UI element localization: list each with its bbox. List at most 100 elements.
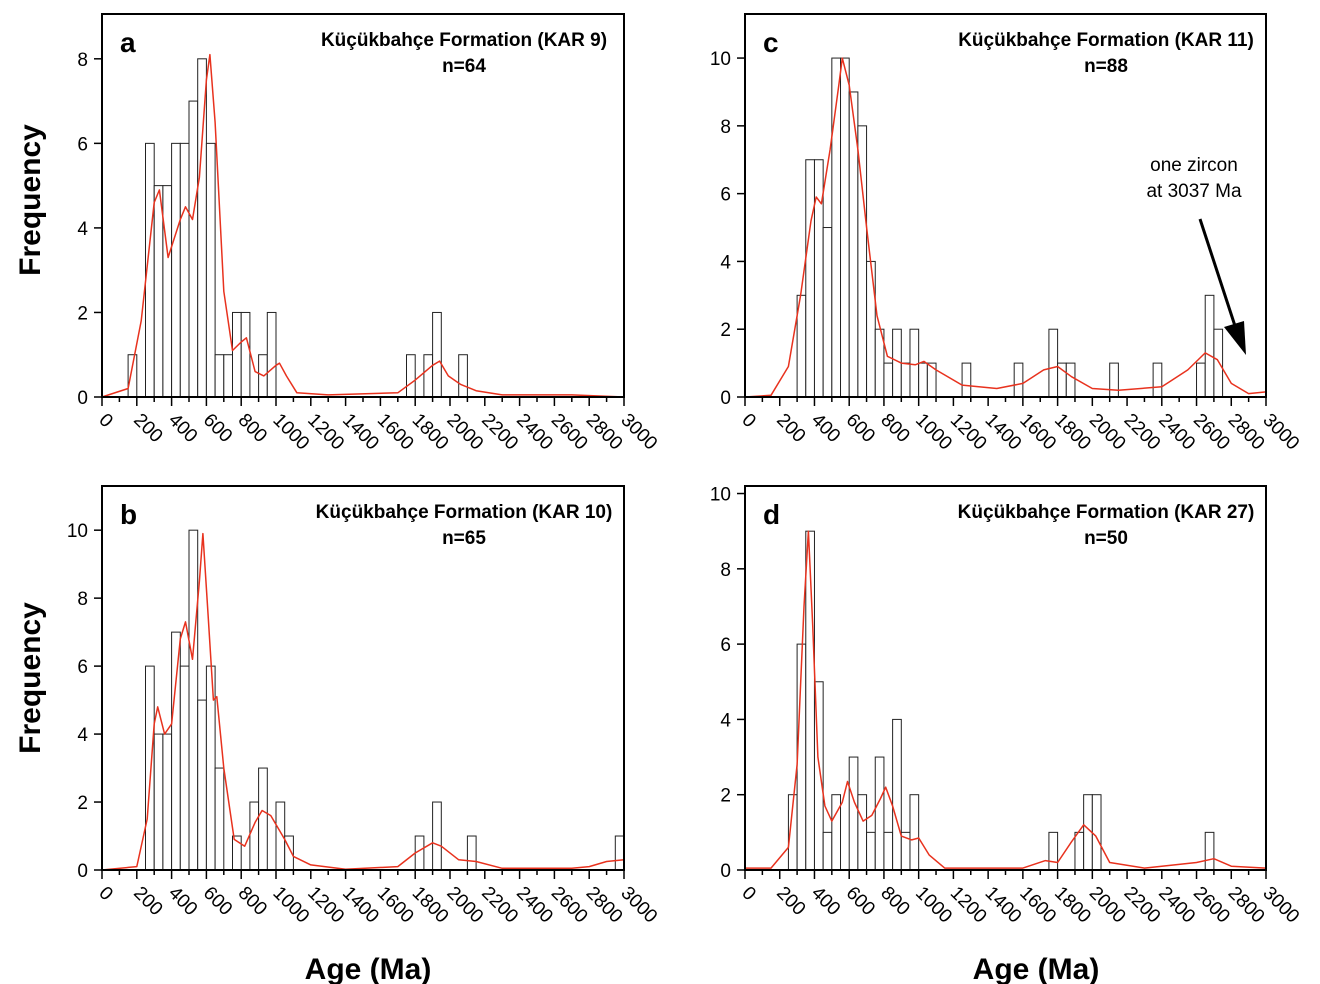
x-tick-label: 2800: [1224, 883, 1269, 928]
x-tick-label: 3000: [616, 883, 661, 928]
histogram-bar: [197, 58, 207, 398]
x-tick-label: 1800: [408, 883, 453, 928]
panel-sample-count: n=65: [442, 528, 486, 549]
y-tick-label: 2: [77, 303, 88, 324]
x-tick-label: 0: [94, 410, 116, 432]
x-tick-label: 2200: [1120, 410, 1165, 455]
histogram-bar: [840, 57, 850, 398]
histogram-bar: [805, 159, 815, 398]
histogram-bar: [822, 227, 833, 398]
x-axis-label-right: Age (Ma): [973, 953, 1100, 984]
x-tick-label: 2400: [1154, 883, 1199, 928]
histogram-bar: [909, 328, 920, 398]
x-tick-label: 1600: [373, 883, 418, 928]
histogram-bar: [900, 362, 911, 398]
x-tick-label: 0: [737, 883, 759, 905]
x-tick-label: 2000: [1085, 883, 1130, 928]
x-tick-label: 2200: [477, 410, 522, 455]
annotation-arrow-head: [1224, 321, 1246, 355]
histogram-bar: [918, 362, 928, 398]
histogram-bar: [1048, 328, 1059, 398]
histogram-bar: [1204, 831, 1215, 871]
annotation-arrow-shaft: [1198, 218, 1238, 330]
panel-letter: c: [763, 27, 779, 58]
x-tick-label: 2800: [582, 883, 627, 928]
y-tick-label: 4: [77, 219, 88, 240]
histogram-bar: [961, 362, 972, 398]
x-tick-label: 600: [842, 410, 879, 447]
histogram-bar: [866, 831, 876, 871]
y-tick-label: 8: [720, 560, 731, 581]
histogram-bar: [179, 665, 190, 871]
x-tick-label: 200: [129, 410, 166, 447]
chart-panel-a: 0 2 4 6 8 0 2004006008001000120014001600180020…: [77, 13, 661, 455]
chart-panel-c: 0 2 4 6 8 10 0 20040060080010001200140016001800…: [710, 13, 1303, 455]
x-tick-label: 400: [807, 883, 844, 920]
histogram-bar: [822, 831, 833, 871]
histogram-bar: [240, 311, 251, 398]
histogram-bar: [406, 354, 416, 398]
x-tick-label: 800: [234, 883, 271, 920]
y-tick-label: 10: [710, 485, 731, 506]
x-tick-label: 800: [234, 410, 271, 447]
x-tick-label: 400: [164, 410, 201, 447]
histogram-bar: [145, 665, 155, 871]
y-tick-label: 8: [77, 50, 88, 71]
histogram-bar: [1013, 362, 1024, 398]
panel-title: Küçükbahçe Formation (KAR 27): [958, 502, 1255, 523]
x-tick-label: 1000: [268, 883, 313, 928]
histogram-bar: [848, 756, 859, 871]
histogram-bar: [1109, 362, 1119, 398]
histogram-bar: [258, 767, 268, 871]
x-tick-label: 600: [842, 883, 879, 920]
x-tick-label: 2400: [512, 883, 557, 928]
x-tick-label: 2600: [1189, 410, 1234, 455]
panel-letter: b: [120, 499, 137, 530]
histogram-bar: [1152, 362, 1163, 398]
x-tick-label: 1200: [946, 883, 991, 928]
x-tick-label: 1600: [373, 410, 418, 455]
histogram-bar: [458, 354, 468, 398]
histogram-bar: [432, 311, 442, 398]
y-tick-label: 0: [720, 388, 731, 409]
annotation-text: one zircon: [1150, 155, 1238, 176]
histogram-bar: [197, 699, 207, 871]
x-tick-label: 1400: [981, 883, 1026, 928]
histogram-bar: [205, 142, 216, 398]
histogram-bar: [813, 159, 824, 398]
panel-sample-count: n=64: [442, 56, 486, 77]
histogram-bar: [214, 767, 225, 871]
x-tick-label: 2200: [1120, 883, 1165, 928]
histogram-bar: [1065, 362, 1076, 398]
y-tick-label: 8: [720, 117, 731, 138]
y-tick-label: 4: [77, 725, 88, 746]
histogram-bar: [874, 756, 885, 871]
y-tick-label: 0: [77, 388, 88, 409]
density-curve: [101, 53, 625, 398]
panel-title: Küçükbahçe Formation (KAR 10): [316, 502, 613, 523]
x-tick-label: 1800: [1050, 410, 1095, 455]
x-axis-label-left: Age (Ma): [305, 953, 432, 984]
chart-panel-b: 0 2 4 6 8 10 0 20040060080010001200140016001800…: [67, 485, 661, 928]
histogram-bar: [432, 801, 442, 871]
x-tick-label: 2000: [1085, 410, 1130, 455]
y-tick-label: 6: [77, 134, 88, 155]
histogram-bar: [909, 794, 920, 871]
histogram-bar: [1204, 294, 1215, 398]
y-axis-label-bottom: Frequency: [14, 602, 47, 754]
x-tick-label: 2200: [477, 883, 522, 928]
x-tick-label: 2400: [512, 410, 557, 455]
histogram-bar: [153, 733, 164, 871]
histogram-bar: [1213, 328, 1224, 398]
chart-panel-d: 0 2 4 6 8 10 0 20040060080010001200140016001800…: [710, 485, 1303, 928]
x-tick-label: 0: [94, 883, 116, 905]
histogram-bar: [214, 354, 225, 398]
x-tick-label: 2600: [547, 410, 592, 455]
density-curve: [745, 530, 1267, 869]
histogram-bar: [831, 794, 842, 871]
x-tick-label: 1400: [981, 410, 1026, 455]
x-tick-label: 1000: [268, 410, 313, 455]
histogram-bar: [153, 185, 164, 398]
histogram-bar: [1048, 831, 1059, 871]
y-axis-label-top: Frequency: [14, 124, 47, 276]
